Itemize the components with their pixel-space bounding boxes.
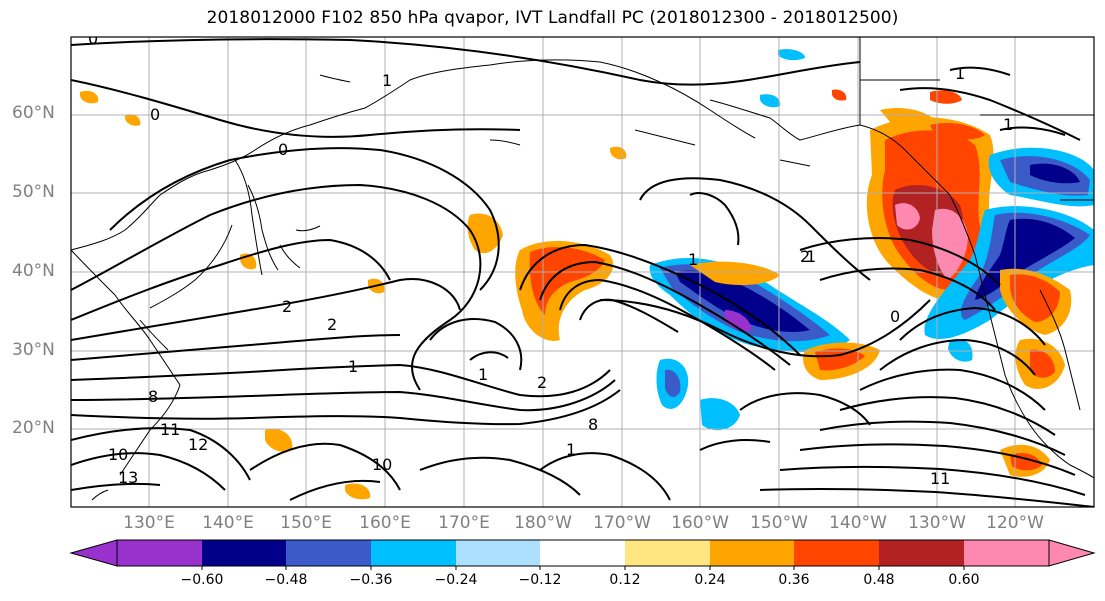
map-area: 0 0 1 0 1 1 2 2 1 1 2 1 8 11 12 10 13 2 … <box>71 29 1094 507</box>
contour-label: 10 <box>372 455 392 474</box>
colorbar-segment <box>371 540 456 566</box>
contour-label: 8 <box>148 387 158 406</box>
lon-label: 170°E <box>438 513 490 533</box>
contour-label: 12 <box>188 435 208 454</box>
lon-label: 150°W <box>750 513 808 533</box>
colorbar-extend-min <box>69 539 118 567</box>
lat-label: 50°N <box>12 182 55 202</box>
contour-labels: 0 0 1 0 1 1 2 2 1 1 2 1 8 11 12 10 13 2 … <box>88 29 1013 488</box>
colorbar-segment <box>794 540 879 566</box>
colorbar-tick: 0.36 <box>778 572 810 588</box>
contour-lines <box>71 38 1094 507</box>
contour-label: 13 <box>118 468 138 487</box>
contour-label: 1 <box>1003 115 1013 134</box>
coastlines <box>71 37 1094 501</box>
colorbar-segment <box>964 540 1049 566</box>
shaded-field <box>80 49 1094 500</box>
colorbar-tick: 0.60 <box>948 572 980 588</box>
lon-label: 180°W <box>514 513 572 533</box>
map-title: 2018012000 F102 850 hPa qvapor, IVT Land… <box>206 8 899 28</box>
contour-label: 1 <box>566 440 576 459</box>
colorbar-tick: −0.36 <box>349 572 393 588</box>
contour-label: 0 <box>150 105 160 124</box>
colorbar-segment <box>879 540 964 566</box>
colorbar-tick: −0.60 <box>180 572 224 588</box>
colorbar-tick: 0.24 <box>694 572 726 588</box>
lon-label: 160°W <box>671 513 729 533</box>
lon-label: 170°W <box>593 513 651 533</box>
lat-label: 30°N <box>12 340 55 360</box>
contour-label: 1 <box>955 64 965 83</box>
lon-label: 130°W <box>908 513 966 533</box>
lon-label: 140°W <box>829 513 887 533</box>
contour-label: 1 <box>688 250 698 269</box>
contour-label: 2 <box>282 297 292 316</box>
colorbar-tick: −0.12 <box>518 572 562 588</box>
colorbar-segment <box>625 540 710 566</box>
colorbar-tick: −0.24 <box>434 572 478 588</box>
contour-label: 1 <box>348 357 358 376</box>
colorbar-segment <box>540 540 625 566</box>
colorbar-tick: 0.12 <box>609 572 641 588</box>
lon-label: 150°E <box>280 513 332 533</box>
lat-label: 60°N <box>12 103 55 123</box>
lon-label: 140°E <box>202 513 254 533</box>
contour-label: 1 <box>478 365 488 384</box>
contour-label: 10 <box>108 445 128 464</box>
colorbar-segment <box>117 540 202 566</box>
colorbar-segment <box>202 540 286 566</box>
lon-label: 120°W <box>986 513 1044 533</box>
contour-label: 2 <box>800 247 810 266</box>
contour-label: 0 <box>278 140 288 159</box>
lat-label: 40°N <box>12 261 55 281</box>
colorbar-segment <box>710 540 794 566</box>
colorbar-tick: 0.48 <box>863 572 895 588</box>
colorbar-segment <box>286 540 371 566</box>
contour-label: 11 <box>160 420 180 439</box>
lon-label: 160°E <box>359 513 411 533</box>
map-frame <box>70 36 1095 508</box>
contour-label: 1 <box>806 247 816 266</box>
contour-label: 8 <box>588 415 598 434</box>
contour-label: 1 <box>382 71 392 90</box>
contour-label: 0 <box>890 307 900 326</box>
contour-label: 11 <box>930 469 950 488</box>
colorbar <box>69 539 1096 570</box>
contour-label: 2 <box>327 315 337 334</box>
contour-label: 2 <box>537 373 547 392</box>
contour-label: 0 <box>88 29 98 48</box>
colorbar-tick: −0.48 <box>264 572 308 588</box>
lon-label: 130°E <box>123 513 175 533</box>
colorbar-segment <box>456 540 540 566</box>
colorbar-extend-max <box>1048 539 1096 567</box>
lat-label: 20°N <box>12 418 55 438</box>
